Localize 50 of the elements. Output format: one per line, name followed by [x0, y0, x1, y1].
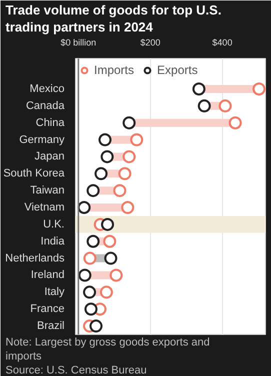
point [110, 268, 123, 282]
point [252, 82, 266, 96]
y-tick-label: Netherlands [5, 252, 65, 264]
point [121, 201, 134, 214]
point [218, 99, 232, 112]
point [98, 133, 112, 146]
point [198, 99, 211, 112]
point [118, 167, 132, 180]
y-tick-label: China [36, 116, 66, 129]
point [103, 234, 116, 248]
point [228, 116, 242, 130]
point [78, 268, 92, 282]
legend-label: Imports [94, 63, 134, 77]
y-tick-label: Germany [19, 134, 65, 146]
point [113, 184, 126, 198]
y-tick-label: Mexico [30, 82, 64, 95]
source-note: Source: U.S. Census Bureau [6, 364, 147, 376]
x-tick-label: $400 [212, 38, 232, 48]
point [192, 82, 206, 96]
point [130, 133, 144, 146]
legend-label: Exports [157, 63, 198, 77]
point [84, 302, 98, 316]
y-tick-label: India [40, 235, 66, 248]
point [78, 201, 91, 214]
x-tick-label: $0 billion [60, 38, 96, 48]
point [94, 167, 108, 180]
y-tick-label: Canada [26, 100, 66, 112]
y-tick-label: Brazil [36, 320, 65, 332]
y-tick-label: Ireland [30, 269, 65, 282]
point [90, 320, 103, 333]
chart-title: Trade volume of goods for top U.S. trading partners in 2024 [6, 2, 222, 34]
y-tick-label: Vietnam [24, 202, 64, 214]
y-tick-label: Taiwan [30, 184, 65, 197]
point [104, 252, 118, 265]
point [86, 234, 100, 248]
point [122, 150, 136, 164]
y-tick-label: France [30, 303, 65, 316]
point [122, 116, 136, 130]
point [101, 218, 114, 231]
y-tick-label: Japan [34, 150, 65, 163]
point [83, 286, 96, 299]
y-tick-label: U.K. [43, 218, 65, 230]
y-tick-label: Italy [44, 286, 65, 298]
point [100, 150, 114, 164]
x-tick-label: $200 [140, 38, 160, 48]
text: Note: Largest by gross goods exports and imports [6, 336, 210, 362]
point [83, 252, 96, 265]
point [100, 286, 113, 299]
y-tick-label: South Korea [3, 168, 66, 180]
point [86, 184, 100, 198]
